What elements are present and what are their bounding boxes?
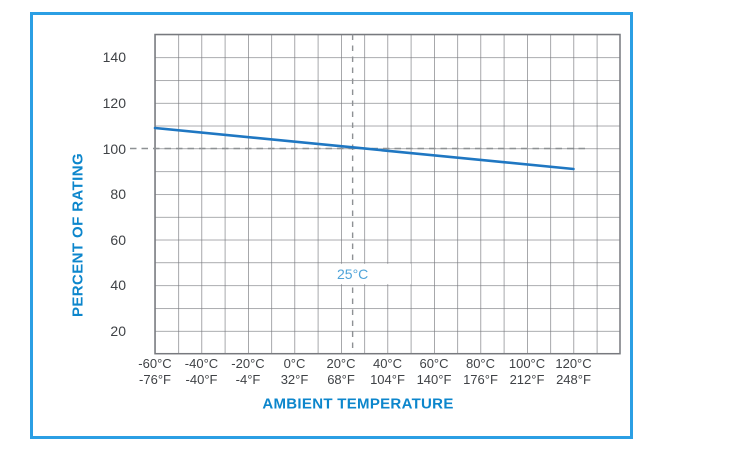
x-tick-label: -40°C -40°F xyxy=(170,356,234,387)
x-tick-fahrenheit: 68°F xyxy=(327,371,355,387)
x-tick-celsius: -20°C xyxy=(231,356,265,371)
x-tick-celsius: -60°C xyxy=(138,356,172,371)
x-tick-label: -20°C -4°F xyxy=(216,356,280,387)
x-tick-fahrenheit: -40°F xyxy=(185,371,218,387)
y-tick-label: 60 xyxy=(110,232,126,248)
x-tick-fahrenheit: -4°F xyxy=(235,371,261,387)
y-tick-label: 80 xyxy=(110,186,126,202)
y-tick-label: 120 xyxy=(102,95,126,111)
x-tick-label: 120°C 248°F xyxy=(542,356,606,387)
x-tick-celsius: 0°C xyxy=(283,356,306,371)
x-tick-celsius: 80°C xyxy=(465,356,496,371)
x-tick-label: 60°C 140°F xyxy=(402,356,466,387)
x-tick-label: 40°C 104°F xyxy=(356,356,420,387)
x-tick-celsius: 120°C xyxy=(555,356,592,371)
y-axis-title: PERCENT OF RATING xyxy=(69,152,87,318)
x-tick-fahrenheit: 140°F xyxy=(416,371,452,387)
x-tick-celsius: 100°C xyxy=(508,356,546,371)
annotation-label-box xyxy=(334,263,411,285)
x-tick-celsius: -40°C xyxy=(184,356,219,371)
x-tick-label: 0°C 32°F xyxy=(263,356,327,387)
y-tick-label: 40 xyxy=(110,277,126,293)
grid xyxy=(154,33,621,355)
x-tick-fahrenheit: 212°F xyxy=(509,371,545,387)
x-tick-label: 100°C 212°F xyxy=(495,356,559,387)
x-tick-celsius: 40°C xyxy=(372,356,403,371)
x-tick-fahrenheit: -76°F xyxy=(139,371,171,387)
chart-frame xyxy=(30,12,633,439)
x-tick-fahrenheit: 104°F xyxy=(370,371,405,387)
x-tick-fahrenheit: 248°F xyxy=(556,371,591,387)
derating-curve-line xyxy=(153,126,575,171)
x-tick-label: 80°C 176°F xyxy=(449,356,513,387)
x-tick-fahrenheit: 32°F xyxy=(280,371,309,387)
temp-25c-annotation: 25°C xyxy=(337,266,369,282)
y-tick-label: 20 xyxy=(110,323,126,339)
x-axis-title: AMBIENT TEMPERATURE xyxy=(262,395,454,413)
x-tick-label: -60°C -76°F xyxy=(123,356,187,387)
x-tick-celsius: 20°C xyxy=(326,356,356,371)
y-tick-label: 140 xyxy=(102,49,126,65)
x-tick-fahrenheit: 176°F xyxy=(463,371,498,387)
x-tick-celsius: 60°C xyxy=(419,356,449,371)
x-tick-label: 20°C 68°F xyxy=(309,356,373,387)
y-tick-label: 100 xyxy=(102,141,126,157)
